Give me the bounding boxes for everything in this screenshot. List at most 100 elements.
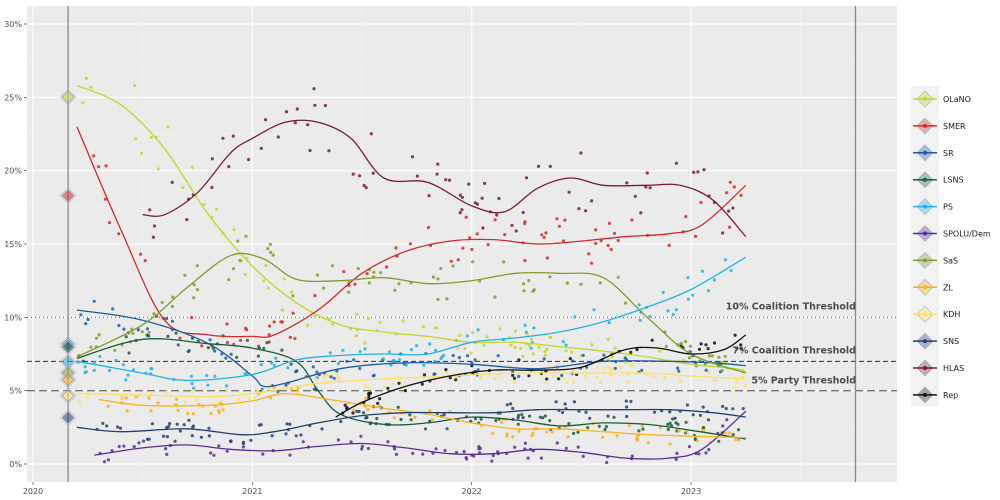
poll-point-zl xyxy=(430,418,434,422)
poll-point-kdh xyxy=(337,377,341,381)
poll-point-olano xyxy=(519,346,523,350)
poll-point-spoludem xyxy=(687,445,692,449)
poll-point-smer xyxy=(545,256,550,260)
poll-point-rep xyxy=(568,357,572,361)
poll-point-hlas xyxy=(731,206,735,210)
trend-line-spoludem xyxy=(94,410,747,460)
legend-label: ZL xyxy=(943,283,953,292)
poll-point-sns xyxy=(175,422,179,426)
poll-point-hlas xyxy=(295,107,299,111)
poll-point-ps xyxy=(83,370,87,375)
poll-point-ps xyxy=(638,318,642,322)
poll-point-sns xyxy=(652,410,657,414)
poll-point-spoludem xyxy=(421,452,425,456)
poll-point-sns xyxy=(701,405,705,409)
poll-point-ps xyxy=(729,269,733,273)
poll-point-sns xyxy=(521,416,525,420)
poll-point-lsns xyxy=(124,335,128,339)
legend-label: Rep xyxy=(943,391,958,400)
poll-point-smer xyxy=(630,218,634,222)
poll-point-zl xyxy=(734,437,738,442)
poll-point-sas xyxy=(131,331,135,335)
poll-point-hlas xyxy=(625,181,629,185)
poll-point-spoludem xyxy=(526,456,530,460)
poll-point-sas xyxy=(527,279,531,283)
poll-point-sns xyxy=(724,407,728,411)
poll-point-hlas xyxy=(692,170,696,174)
poll-point-lsns xyxy=(245,338,249,342)
poll-point-sr xyxy=(208,338,212,342)
poll-point-hlas xyxy=(460,195,464,199)
poll-point-olano xyxy=(156,167,160,171)
poll-point-lsns xyxy=(538,415,542,419)
election-result-outline xyxy=(59,409,77,427)
poll-point-sr xyxy=(457,356,461,360)
poll-point-smer xyxy=(97,165,101,169)
poll-point-spoludem xyxy=(443,448,447,453)
poll-point-olano xyxy=(243,272,247,277)
poll-point-lsns xyxy=(676,422,680,426)
poll-point-sns xyxy=(299,433,303,437)
poll-point-lsns xyxy=(289,362,293,366)
poll-point-hlas xyxy=(458,211,462,215)
poll-point-sr xyxy=(432,372,436,376)
poll-point-ps xyxy=(442,353,446,357)
threshold-lines xyxy=(27,316,897,392)
poll-point-smer xyxy=(456,258,460,262)
poll-point-kdh xyxy=(237,397,241,401)
poll-point-olano xyxy=(529,337,534,341)
poll-point-smer xyxy=(107,221,112,225)
poll-point-sns xyxy=(249,438,253,442)
x-tick-label: 2022 xyxy=(461,487,481,496)
poll-point-hlas xyxy=(644,185,648,189)
poll-point-olano xyxy=(606,357,610,361)
poll-point-zl xyxy=(505,434,509,438)
poll-point-hlas xyxy=(567,190,571,194)
poll-point-sr xyxy=(229,352,233,356)
poll-point-smer xyxy=(464,215,468,219)
poll-point-sr xyxy=(315,370,319,374)
poll-point-kdh xyxy=(366,385,370,389)
poll-point-sns xyxy=(168,422,172,426)
election-result-kdh xyxy=(61,389,75,403)
poll-point-lsns xyxy=(361,411,366,415)
poll-point-ps xyxy=(341,348,345,352)
poll-point-spoludem xyxy=(336,438,340,442)
poll-point-spoludem xyxy=(674,457,678,461)
poll-point-lsns xyxy=(186,349,190,354)
poll-point-kdh xyxy=(712,378,716,382)
poll-point-sns xyxy=(105,424,109,428)
poll-point-hlas xyxy=(308,148,312,153)
poll-point-sas xyxy=(89,345,93,349)
poll-point-zl xyxy=(147,396,151,400)
threshold-annotation: 10% Coalition Threshold xyxy=(726,301,856,312)
legend-label: LSNS xyxy=(943,176,964,185)
poll-point-zl xyxy=(221,408,225,412)
poll-point-ps xyxy=(192,386,196,390)
poll-point-sns xyxy=(320,427,324,431)
election-result-smer xyxy=(61,189,75,203)
poll-point-zl xyxy=(723,431,727,435)
poll-point-smer xyxy=(225,322,229,326)
poll-point-sas xyxy=(445,297,449,301)
poll-point-hlas xyxy=(524,176,529,180)
poll-point-sr xyxy=(145,327,150,331)
poll-point-kdh xyxy=(561,376,565,380)
poll-point-lsns xyxy=(543,414,547,418)
poll-point-sns xyxy=(625,414,629,419)
poll-point-sas xyxy=(720,369,724,373)
poll-point-ps xyxy=(532,326,536,330)
poll-point-spoludem xyxy=(513,445,517,449)
legend-label: SNS xyxy=(943,337,959,346)
trend-line-hlas xyxy=(142,119,747,238)
poll-point-rep xyxy=(444,368,448,372)
poll-point-hlas xyxy=(362,183,366,188)
poll-point-spoludem xyxy=(117,444,121,449)
poll-point-olano xyxy=(264,263,268,267)
poll-point-kdh xyxy=(572,381,576,385)
poll-point-rep xyxy=(557,377,561,381)
poll-point-spoludem xyxy=(122,444,126,448)
threshold-annotation: 5% Party Threshold xyxy=(751,376,856,387)
poll-point-lsns xyxy=(516,422,520,426)
election-result-outline xyxy=(59,187,77,205)
